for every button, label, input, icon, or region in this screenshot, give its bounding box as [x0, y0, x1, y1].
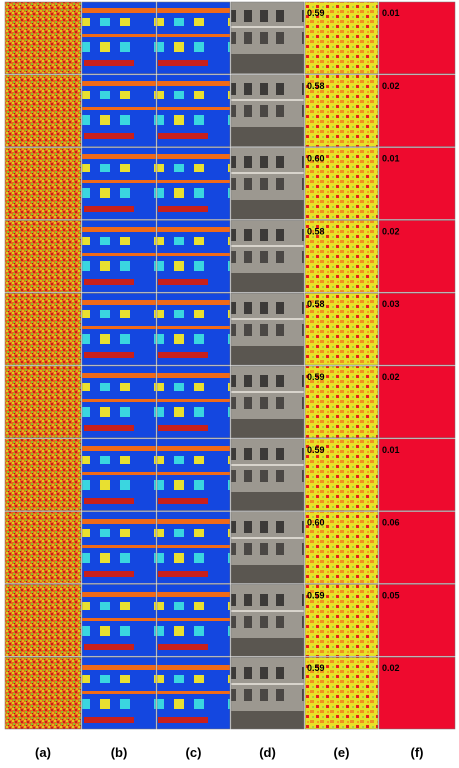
- heat-map: [304, 147, 379, 220]
- f-score: 0.01: [382, 445, 400, 455]
- noise-image: [4, 438, 82, 511]
- column-label: (a): [35, 745, 51, 760]
- heat-map: [304, 584, 379, 657]
- heat-map: [304, 511, 379, 584]
- label-map: [81, 1, 157, 75]
- noise-image: [4, 511, 82, 584]
- uniform-map: [378, 74, 456, 147]
- label-map: [81, 147, 157, 220]
- facade-photo: [230, 1, 305, 75]
- uniform-map: [378, 292, 456, 366]
- label-map: [81, 656, 157, 730]
- heat-map: [304, 74, 379, 147]
- e-score: 0.60: [307, 154, 325, 164]
- uniform-map: [378, 365, 456, 439]
- label-map: [81, 365, 157, 439]
- noise-image: [4, 220, 82, 293]
- f-score: 0.02: [382, 226, 400, 236]
- facade-photo: [230, 438, 305, 511]
- label-map: [156, 584, 231, 657]
- uniform-map: [378, 220, 456, 293]
- noise-image: [4, 74, 82, 147]
- heat-map: [304, 365, 379, 439]
- e-score: 0.59: [307, 8, 325, 18]
- label-map: [81, 584, 157, 657]
- f-score: 0.02: [382, 81, 400, 91]
- e-score: 0.59: [307, 663, 325, 673]
- label-map: [156, 656, 231, 730]
- f-score: 0.01: [382, 154, 400, 164]
- facade-photo: [230, 365, 305, 439]
- noise-image: [4, 292, 82, 366]
- f-score: 0.05: [382, 590, 400, 600]
- f-score: 0.06: [382, 518, 400, 528]
- uniform-map: [378, 511, 456, 584]
- noise-image: [4, 147, 82, 220]
- noise-image: [4, 365, 82, 439]
- e-score: 0.60: [307, 518, 325, 528]
- e-score: 0.58: [307, 299, 325, 309]
- e-score: 0.59: [307, 445, 325, 455]
- column-label: (e): [334, 745, 350, 760]
- label-map: [81, 292, 157, 366]
- label-map: [81, 220, 157, 293]
- e-score: 0.59: [307, 372, 325, 382]
- label-map: [81, 511, 157, 584]
- label-map: [156, 147, 231, 220]
- f-score: 0.02: [382, 663, 400, 673]
- column-label: (f): [411, 745, 424, 760]
- uniform-map: [378, 438, 456, 511]
- label-map: [81, 74, 157, 147]
- facade-photo: [230, 511, 305, 584]
- f-score: 0.01: [382, 8, 400, 18]
- noise-image: [4, 584, 82, 657]
- f-score: 0.02: [382, 372, 400, 382]
- e-score: 0.59: [307, 590, 325, 600]
- facade-photo: [230, 292, 305, 366]
- label-map: [156, 220, 231, 293]
- facade-photo: [230, 584, 305, 657]
- label-map: [156, 1, 231, 75]
- heat-map: [304, 220, 379, 293]
- e-score: 0.58: [307, 81, 325, 91]
- noise-image: [4, 656, 82, 730]
- facade-photo: [230, 147, 305, 220]
- heat-map: [304, 656, 379, 730]
- label-map: [156, 365, 231, 439]
- facade-photo: [230, 220, 305, 293]
- image-grid: 0.59 0.01 0.58 0.02 0.60 0.01 0.58 0.02 0.58 0.03…: [4, 1, 456, 730]
- uniform-map: [378, 147, 456, 220]
- column-label: (b): [111, 745, 128, 760]
- facade-photo: [230, 74, 305, 147]
- column-label: (c): [186, 745, 202, 760]
- e-score: 0.58: [307, 226, 325, 236]
- f-score: 0.03: [382, 299, 400, 309]
- column-label: (d): [259, 745, 276, 760]
- heat-map: [304, 438, 379, 511]
- label-map: [81, 438, 157, 511]
- heat-map: [304, 292, 379, 366]
- label-map: [156, 438, 231, 511]
- heat-map: [304, 1, 379, 75]
- uniform-map: [378, 1, 456, 75]
- noise-image: [4, 1, 82, 75]
- label-map: [156, 511, 231, 584]
- uniform-map: [378, 584, 456, 657]
- label-map: [156, 292, 231, 366]
- label-map: [156, 74, 231, 147]
- facade-photo: [230, 656, 305, 730]
- uniform-map: [378, 656, 456, 730]
